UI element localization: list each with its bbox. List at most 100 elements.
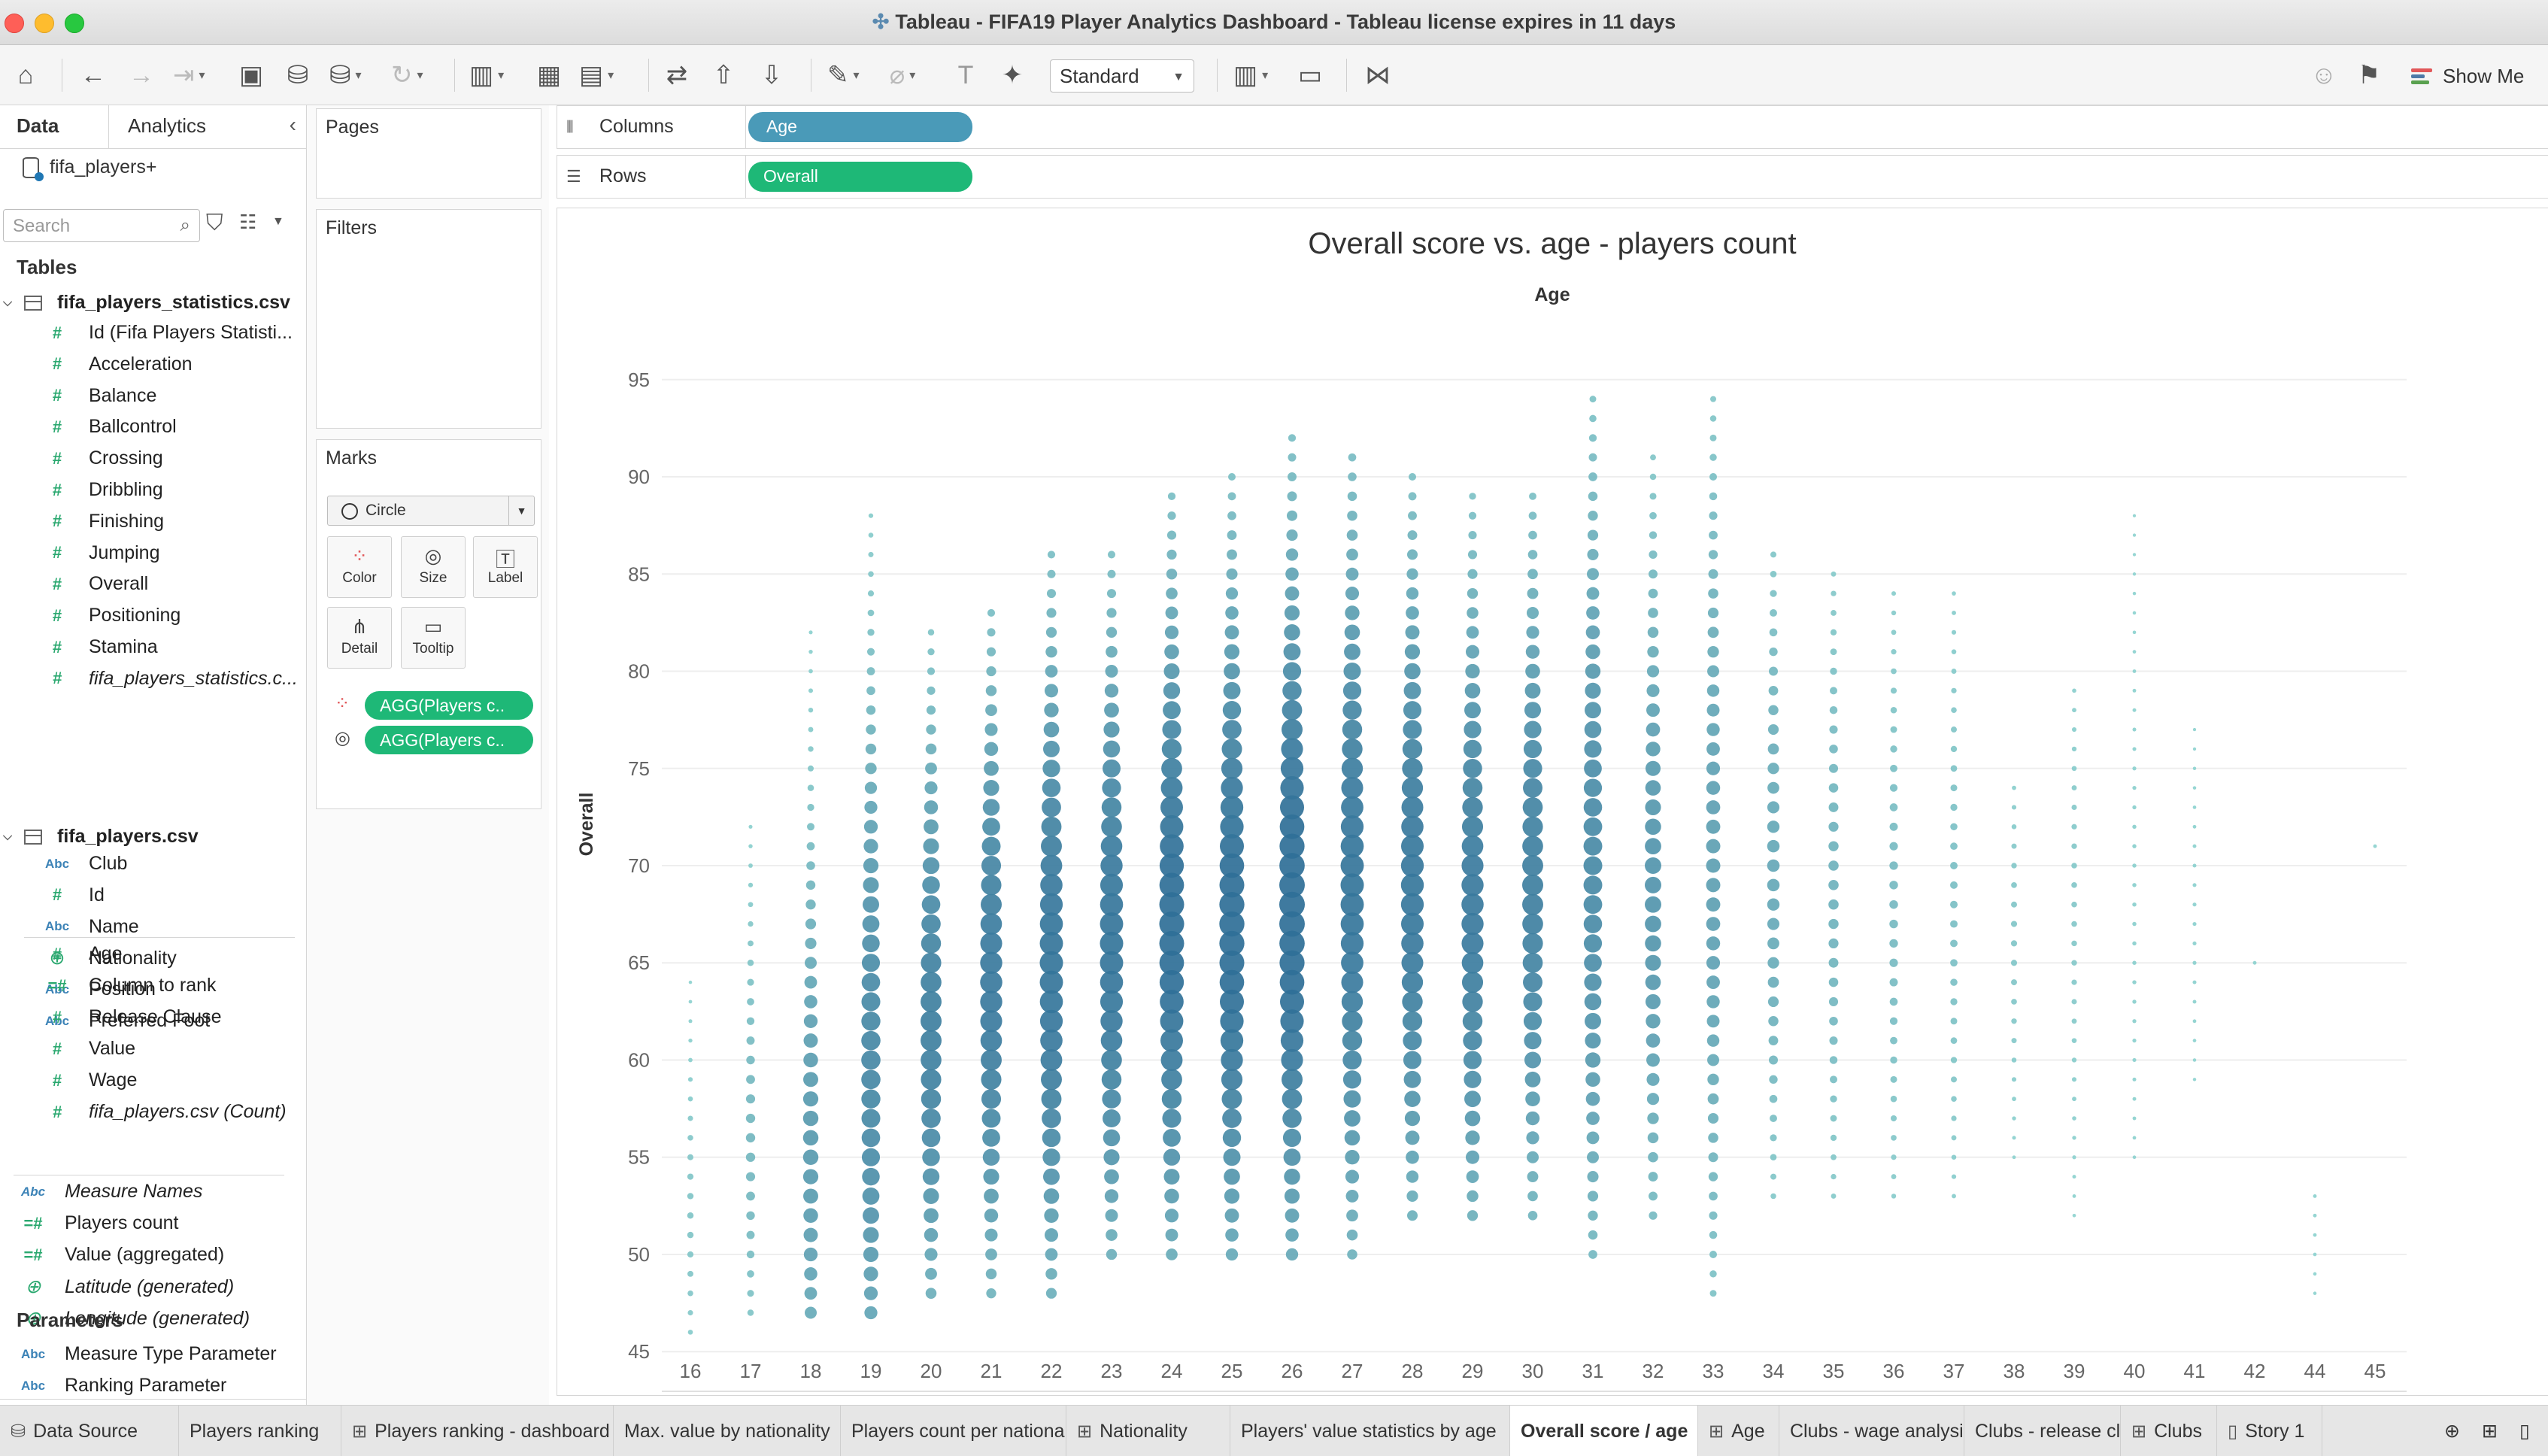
new-dashboard-icon[interactable]: ⊞	[2482, 1421, 2498, 1442]
sheet-tab[interactable]: ⊞ Age	[1698, 1406, 1779, 1456]
field-item[interactable]: Abc Position	[41, 978, 156, 1000]
field-item[interactable]: ⊕ Latitude (generated)	[17, 1276, 235, 1298]
home-icon[interactable]: ⌂	[17, 60, 34, 89]
field-item[interactable]: # Finishing	[41, 511, 164, 532]
field-item[interactable]: # Jumping	[41, 542, 160, 564]
new-worksheet-icon[interactable]: ▥ ▾	[469, 61, 505, 89]
tab-analytics[interactable]: Analytics	[128, 114, 207, 137]
field-item[interactable]: # Release Clause	[41, 1006, 222, 1028]
color-button[interactable]: ⁘ Color	[327, 536, 392, 598]
filters-card[interactable]: Filters	[316, 209, 541, 429]
field-item[interactable]: # Age	[41, 943, 123, 965]
view-options-icon[interactable]: ☷	[239, 211, 257, 233]
sheet-tab[interactable]: Players' value statistics by age	[1230, 1406, 1510, 1456]
collapse-pane-icon[interactable]: ‹	[289, 113, 296, 136]
field-item[interactable]: # Wage	[41, 1069, 138, 1091]
sheet-tab[interactable]: Overall score / age	[1510, 1406, 1698, 1456]
sheet-tab[interactable]: Clubs - release clause	[1964, 1406, 2121, 1456]
field-item[interactable]: =# Value (aggregated)	[17, 1244, 224, 1266]
field-item[interactable]: Abc Preferred Foot	[41, 1010, 210, 1032]
field-item[interactable]: # Stamina	[41, 636, 158, 658]
search-input[interactable]: Search ⌕	[3, 209, 200, 242]
field-item[interactable]: ⊕ Nationality	[41, 947, 177, 969]
group-members-icon[interactable]: ⌀ ▾	[889, 61, 916, 89]
tab-data[interactable]: Data	[17, 114, 59, 137]
pages-card[interactable]: Pages	[316, 108, 541, 199]
window-maximize-button[interactable]	[65, 14, 84, 33]
field-item[interactable]: =# Players count	[17, 1212, 178, 1234]
table-header-statistics[interactable]: ⌵ fifa_players_statistics.csv	[3, 292, 290, 314]
filter-icon[interactable]: ⛉	[206, 211, 223, 235]
fix-axes-icon[interactable]: ✦	[1001, 61, 1024, 89]
format-painter-icon[interactable]: ⚑	[2357, 61, 2381, 89]
replay-icon[interactable]: ⇥ ▾	[173, 61, 205, 89]
highlight-icon[interactable]: ✎ ▾	[827, 61, 860, 89]
field-item[interactable]: # Positioning	[41, 605, 180, 626]
sheet-tab[interactable]: Max. value by nationality	[614, 1406, 841, 1456]
window-close-button[interactable]	[5, 14, 24, 33]
field-item[interactable]: # Dribbling	[41, 479, 163, 501]
presentation-mode-icon[interactable]: ▭	[1297, 61, 1323, 89]
field-item[interactable]: # Id	[41, 884, 105, 906]
color-encoding-pill[interactable]: AGG(Players c..	[365, 691, 533, 720]
field-item[interactable]: # Id (Fifa Players Statisti...	[41, 322, 293, 344]
sheet-tab[interactable]: ⛁ Data Source	[0, 1406, 179, 1456]
field-item[interactable]: Abc Ranking Parameter	[17, 1375, 226, 1397]
field-item[interactable]: # Value	[41, 1038, 135, 1060]
show-cards-icon[interactable]: ▥ ▾	[1233, 61, 1269, 89]
datasource-options-icon[interactable]: ⛁ ▾	[329, 61, 362, 89]
field-item[interactable]: Abc Measure Type Parameter	[17, 1343, 277, 1365]
field-item[interactable]: # Overall	[41, 573, 148, 595]
field-item[interactable]: # Acceleration	[41, 353, 193, 375]
undo-icon[interactable]: ←	[80, 60, 106, 89]
table-header-players[interactable]: ⌵ fifa_players.csv	[3, 826, 199, 848]
sheet-tab[interactable]: Clubs - wage analysis	[1779, 1406, 1964, 1456]
window-minimize-button[interactable]	[35, 14, 54, 33]
clear-sheet-icon[interactable]: ▤ ▾	[579, 61, 614, 89]
field-item[interactable]: # Ballcontrol	[41, 416, 177, 438]
new-datasource-icon[interactable]: ⛁	[287, 61, 309, 89]
refresh-icon[interactable]: ↻ ▾	[391, 61, 423, 89]
mark-type-dropdown[interactable]: Circle ▼	[327, 496, 535, 526]
sheet-tab[interactable]: Players count per nationality	[841, 1406, 1066, 1456]
fit-dropdown[interactable]: Standard ▼	[1050, 59, 1194, 93]
detail-button[interactable]: ⋔ Detail	[327, 607, 392, 669]
rows-shelf[interactable]: ☰ Rows Overall	[557, 155, 2548, 199]
tooltip-button[interactable]: ▭ Tooltip	[401, 607, 466, 669]
sheet-tab[interactable]: Players ranking	[179, 1406, 341, 1456]
swap-rows-columns-icon[interactable]: ⇄	[666, 61, 688, 89]
rows-pill[interactable]: Overall	[748, 162, 972, 192]
redo-icon[interactable]: →	[129, 60, 154, 89]
field-item[interactable]: =# Column to rank	[41, 975, 216, 996]
show-labels-icon[interactable]: T	[957, 60, 974, 89]
sheet-tab[interactable]: ▯ Story 1	[2217, 1406, 2322, 1456]
chart-marks[interactable]	[687, 396, 2377, 1335]
field-item[interactable]: ⊕ Longitude (generated)	[17, 1307, 250, 1330]
field-item[interactable]: Abc Measure Names	[17, 1181, 202, 1203]
field-item[interactable]: # Crossing	[41, 447, 163, 469]
chevron-down-icon[interactable]: ▼	[272, 215, 284, 228]
field-item[interactable]: # Balance	[41, 385, 156, 407]
field-item[interactable]: # fifa_players_statistics.c...	[41, 668, 298, 690]
columns-pill[interactable]: Age	[748, 112, 972, 142]
new-story-icon[interactable]: ▯	[2519, 1421, 2530, 1442]
ask-data-icon[interactable]: ☺	[2310, 60, 2337, 89]
size-button[interactable]: ◎ Size	[401, 536, 466, 598]
duplicate-sheet-icon[interactable]: ▦	[536, 61, 562, 89]
datasource-item[interactable]: fifa_players+	[23, 156, 156, 181]
sort-ascending-icon[interactable]: ⇧	[712, 61, 735, 89]
show-me-button[interactable]: Show Me	[2411, 59, 2524, 93]
share-icon[interactable]: ⋈	[1365, 61, 1391, 89]
sort-descending-icon[interactable]: ⇩	[760, 61, 783, 89]
field-item[interactable]: Abc Club	[41, 853, 127, 875]
size-encoding-pill[interactable]: AGG(Players c..	[365, 726, 533, 754]
sheet-tab[interactable]: ⊞ Nationality	[1066, 1406, 1230, 1456]
label-button[interactable]: 🅃 Label	[473, 536, 538, 598]
new-worksheet-icon[interactable]: ⊕	[2444, 1421, 2460, 1442]
sheet-tab[interactable]: ⊞ Clubs	[2121, 1406, 2217, 1456]
sheet-tab[interactable]: ⊞ Players ranking - dashboard	[341, 1406, 614, 1456]
field-item[interactable]: # fifa_players.csv (Count)	[41, 1101, 287, 1123]
chart-plot[interactable]: 45 50 55 60 65 70 75 80 85 90 95 16 17 18 19 20 21 22 23 2…	[557, 208, 2548, 1396]
field-item[interactable]: Abc Name	[41, 916, 139, 938]
columns-shelf[interactable]: ⦀ Columns Age	[557, 105, 2548, 149]
